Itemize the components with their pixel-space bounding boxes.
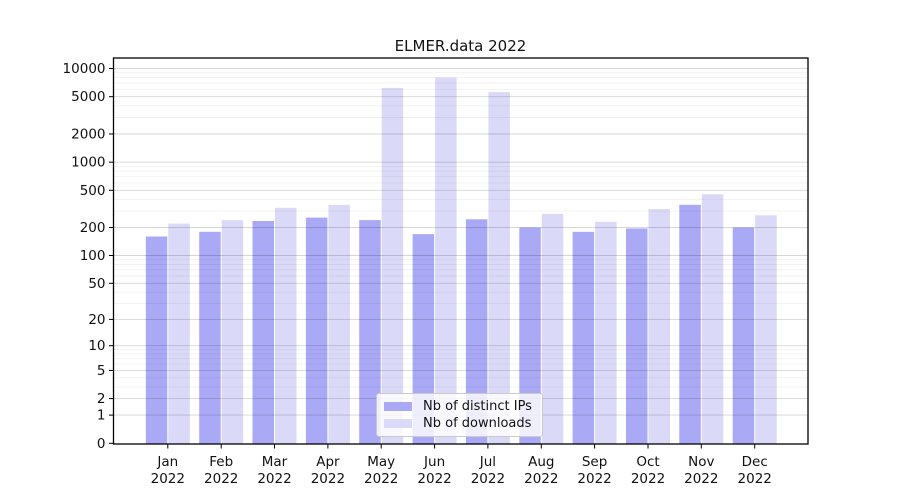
plot-border — [112, 57, 809, 445]
bar-downloads-Apr — [328, 204, 350, 444]
x-tick-label-month: Mar — [262, 454, 288, 470]
legend-swatch-distinct-ips — [384, 402, 412, 411]
y-tick-label: 5000 — [71, 89, 105, 105]
bar-downloads-Jun — [435, 77, 457, 444]
y-tick-label: 20 — [88, 312, 105, 328]
y-tick-label: 1000 — [71, 155, 105, 171]
x-tick-label-month: Aug — [528, 454, 554, 470]
bar-distinct-ips-Oct — [626, 228, 648, 444]
bar-distinct-ips-Nov — [679, 204, 701, 444]
y-tick-label: 500 — [80, 183, 106, 199]
bar-distinct-ips-Jan — [145, 236, 168, 444]
x-tick-label-month: Oct — [636, 454, 659, 470]
x-tick-label-month: Dec — [742, 454, 768, 470]
legend-swatch-downloads — [384, 419, 412, 428]
legend-item-downloads: Nb of downloads — [377, 417, 542, 430]
x-tick-label-year: 2022 — [577, 471, 611, 487]
x-tick-label-month: Sep — [582, 454, 607, 470]
bar-distinct-ips-Aug — [519, 227, 541, 444]
legend-label-downloads: Nb of downloads — [423, 416, 532, 431]
legend-item-distinct-ips: Nb of distinct IPs — [377, 400, 542, 413]
x-tick-label-month: Jul — [479, 454, 496, 470]
x-tick-label-month: Nov — [688, 454, 714, 470]
bar-distinct-ips-Mar — [252, 221, 274, 444]
x-tick-label-year: 2022 — [684, 471, 718, 487]
bar-downloads-Jan — [168, 223, 190, 444]
y-tick-label: 2 — [97, 391, 106, 407]
bar-downloads-Oct — [648, 209, 670, 444]
y-tick-label: 2000 — [71, 127, 105, 143]
x-tick-label-month: Jun — [423, 454, 445, 470]
y-tick-label: 100 — [80, 248, 106, 264]
bar-distinct-ips-Dec — [732, 227, 755, 444]
x-tick-label-year: 2022 — [364, 471, 398, 487]
x-tick-label-year: 2022 — [417, 471, 451, 487]
y-tick-label: 10000 — [63, 61, 106, 77]
x-tick-label-year: 2022 — [471, 471, 505, 487]
y-tick-label: 1 — [97, 408, 106, 424]
x-tick-label-month: Apr — [316, 454, 340, 470]
y-tick-label: 200 — [80, 220, 106, 236]
y-tick-label: 0 — [97, 436, 106, 452]
x-tick-label-year: 2022 — [631, 471, 665, 487]
bar-downloads-Nov — [701, 194, 724, 444]
x-tick-label-month: Feb — [209, 454, 233, 470]
x-tick-label-year: 2022 — [151, 471, 185, 487]
bar-distinct-ips-Jun — [412, 234, 435, 444]
x-tick-label-year: 2022 — [738, 471, 772, 487]
x-tick-label-year: 2022 — [524, 471, 558, 487]
x-tick-label-month: Jan — [156, 454, 178, 470]
bar-downloads-Dec — [755, 215, 777, 444]
bar-distinct-ips-Jul — [465, 219, 488, 444]
bar-downloads-Feb — [221, 220, 244, 444]
bar-distinct-ips-Feb — [199, 231, 221, 444]
bar-downloads-Aug — [541, 213, 564, 444]
bar-distinct-ips-May — [359, 220, 381, 444]
chart-title: ELMER.data 2022 — [394, 37, 527, 55]
legend: Nb of distinct IPs Nb of downloads — [376, 393, 543, 437]
bar-downloads-May — [381, 87, 404, 445]
bar-downloads-Mar — [275, 207, 297, 444]
y-tick-label: 50 — [88, 276, 105, 292]
bar-downloads-Jul — [488, 92, 510, 444]
legend-label-distinct-ips: Nb of distinct IPs — [423, 399, 532, 414]
x-tick-label-year: 2022 — [311, 471, 345, 487]
bar-distinct-ips-Apr — [305, 217, 328, 444]
bar-distinct-ips-Sep — [572, 231, 595, 444]
bar-downloads-Sep — [595, 221, 617, 444]
y-tick-label: 5 — [97, 363, 106, 379]
x-tick-label-month: May — [367, 454, 395, 470]
y-tick-label: 10 — [88, 338, 105, 354]
x-tick-label-year: 2022 — [257, 471, 291, 487]
x-tick-label-year: 2022 — [204, 471, 238, 487]
